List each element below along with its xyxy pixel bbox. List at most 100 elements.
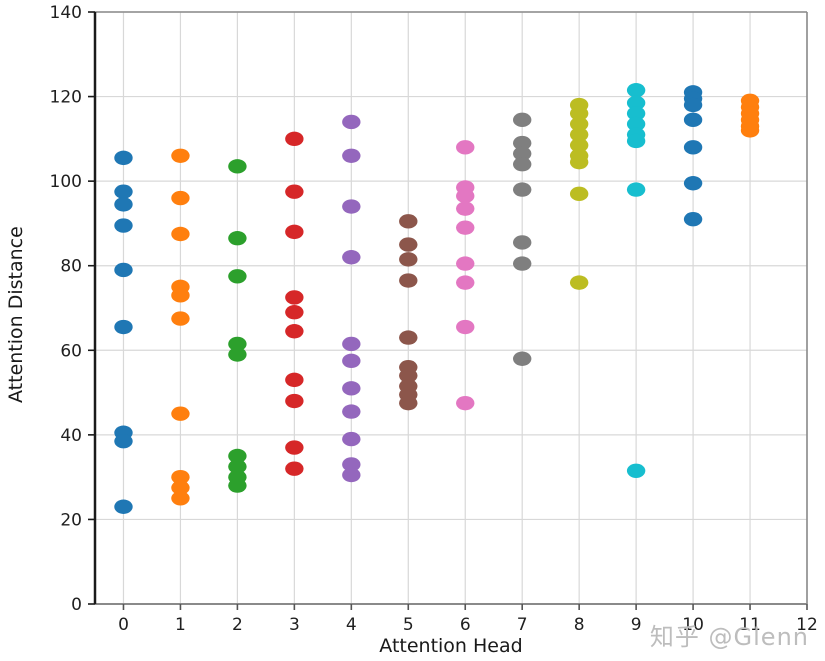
axes-spines [93, 11, 808, 605]
data-point [513, 146, 532, 161]
series-head-3 [285, 131, 304, 476]
y-tick-label: 120 [50, 88, 82, 108]
series-head-10 [683, 85, 703, 227]
x-tick-label: 0 [118, 615, 129, 635]
data-point [342, 114, 361, 130]
data-points [114, 83, 760, 514]
data-point [171, 288, 190, 303]
data-point [683, 140, 703, 155]
data-point [285, 131, 304, 147]
data-point [683, 176, 703, 191]
data-point [626, 116, 646, 132]
x-tick-label: 3 [289, 615, 300, 635]
data-point [228, 478, 247, 493]
data-point [399, 368, 418, 383]
data-point [285, 324, 304, 339]
data-point [285, 393, 304, 409]
data-point [228, 159, 247, 174]
data-point [683, 97, 703, 113]
data-point [456, 188, 475, 204]
series-head-9 [626, 83, 646, 478]
y-tick-label: 80 [60, 257, 82, 277]
data-point [114, 262, 133, 278]
data-point [626, 95, 646, 111]
data-point [740, 123, 760, 138]
data-point [342, 199, 361, 214]
data-point [626, 182, 646, 197]
data-point [342, 431, 361, 447]
x-tick-label: 5 [403, 615, 414, 635]
data-point [342, 336, 361, 352]
data-point [171, 491, 190, 506]
data-point [569, 154, 589, 170]
data-point [228, 336, 247, 352]
data-point [456, 256, 475, 271]
data-point [626, 106, 646, 121]
y-tick-label: 60 [60, 341, 82, 361]
data-point [285, 224, 304, 240]
data-point [114, 434, 133, 449]
data-point [683, 112, 703, 128]
data-point [171, 226, 190, 242]
x-tick-label: 6 [460, 615, 471, 635]
series-head-0 [114, 150, 133, 514]
series-head-6 [456, 140, 475, 411]
data-point [456, 395, 475, 411]
data-point [342, 381, 361, 396]
data-point [228, 231, 247, 246]
data-point [114, 319, 133, 335]
data-point [114, 499, 133, 514]
data-point [513, 135, 532, 151]
x-tick-label: 1 [175, 615, 186, 635]
y-tick-label: 0 [71, 595, 82, 615]
data-point [342, 353, 361, 369]
data-point [342, 404, 361, 419]
x-tick-label: 12 [796, 615, 818, 635]
series-head-8 [569, 97, 589, 290]
y-axis-label: Attention Distance [5, 226, 27, 403]
data-point [569, 106, 589, 121]
data-point [285, 305, 304, 320]
data-point [285, 184, 304, 199]
x-tick-label: 8 [574, 615, 585, 635]
data-point [114, 197, 133, 212]
data-point [399, 252, 418, 267]
data-point [626, 83, 646, 98]
data-point [228, 269, 247, 284]
data-point [285, 372, 304, 388]
data-point [513, 351, 532, 366]
data-point [456, 140, 475, 155]
data-point [342, 457, 361, 472]
data-point [626, 133, 646, 149]
data-point [399, 330, 418, 345]
series-head-5 [399, 214, 418, 411]
x-tick-label: 11 [739, 615, 761, 635]
data-point [569, 127, 589, 142]
data-point [228, 448, 247, 464]
data-point [228, 459, 247, 474]
y-tick-label: 20 [60, 510, 82, 530]
data-point [171, 469, 190, 485]
x-tick-label: 9 [631, 615, 642, 635]
data-point [513, 112, 532, 128]
data-point [114, 150, 133, 166]
data-point [569, 275, 589, 290]
data-point [513, 157, 532, 172]
data-point [399, 273, 418, 288]
data-point [114, 184, 133, 199]
data-point [171, 148, 190, 163]
data-point [285, 440, 304, 455]
data-point [513, 182, 532, 197]
x-tick-label: 2 [232, 615, 243, 635]
data-point [626, 463, 646, 478]
data-point [171, 406, 190, 421]
data-point [171, 190, 190, 206]
series-head-7 [513, 112, 532, 366]
data-point [228, 347, 247, 362]
data-point [456, 220, 475, 235]
data-point [456, 275, 475, 290]
data-point [171, 311, 190, 326]
data-point [683, 212, 703, 227]
